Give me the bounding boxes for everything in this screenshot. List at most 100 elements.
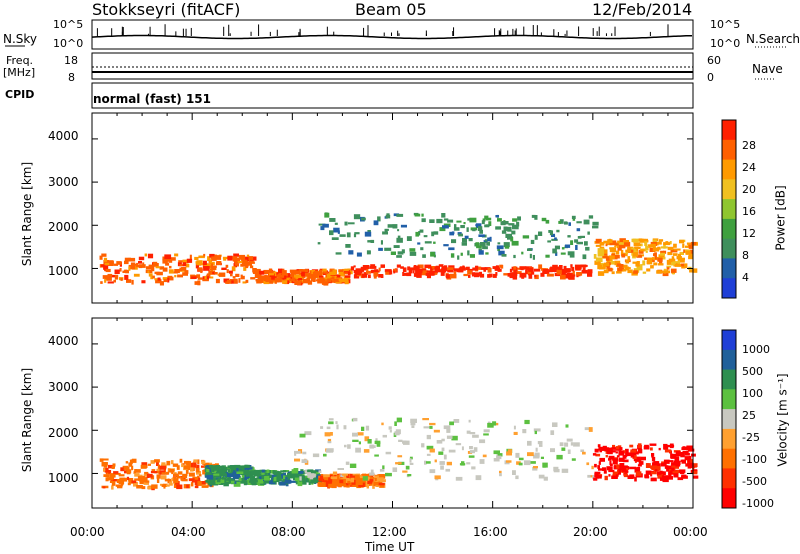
echo-cell bbox=[608, 267, 613, 272]
echo-cell bbox=[380, 264, 385, 268]
echo-cell bbox=[327, 474, 333, 478]
echo-cell bbox=[485, 217, 492, 221]
echo-cell bbox=[274, 277, 279, 283]
echo-cell bbox=[325, 449, 331, 453]
echo-cell bbox=[350, 266, 355, 271]
echo-cell bbox=[211, 476, 219, 482]
echo-cell bbox=[409, 456, 413, 460]
echo-cell bbox=[443, 244, 449, 247]
echo-cell bbox=[538, 231, 543, 236]
echo-cell bbox=[170, 257, 176, 261]
echo-cell bbox=[199, 481, 206, 485]
echo-cell bbox=[528, 273, 533, 279]
echo-cell bbox=[627, 475, 634, 479]
echo-cell bbox=[636, 265, 643, 271]
echo-cell bbox=[495, 272, 498, 276]
echo-cell bbox=[378, 267, 381, 272]
echo-cell bbox=[188, 472, 195, 477]
echo-cell bbox=[124, 260, 129, 265]
echo-cell bbox=[516, 271, 522, 274]
echo-cell bbox=[500, 221, 506, 226]
echo-cell bbox=[136, 485, 143, 489]
echo-cell bbox=[143, 474, 148, 477]
echo-cell bbox=[290, 274, 294, 278]
echo-cell bbox=[181, 267, 187, 271]
echo-cell bbox=[156, 474, 161, 479]
echo-cell bbox=[682, 243, 685, 248]
status-panel-frame bbox=[91, 52, 694, 80]
echo-cell bbox=[238, 465, 244, 470]
echo-cell bbox=[306, 479, 310, 483]
echo-cell bbox=[667, 444, 675, 448]
echo-cell bbox=[576, 272, 583, 276]
echo-cell bbox=[385, 271, 391, 275]
echo-cell bbox=[367, 274, 371, 279]
echo-cell bbox=[561, 468, 569, 473]
echo-cell bbox=[147, 253, 154, 259]
echo-cell bbox=[276, 471, 282, 474]
echo-cell bbox=[483, 240, 488, 243]
echo-cell bbox=[599, 447, 602, 453]
echo-cell bbox=[309, 270, 313, 276]
nave-label: Nave bbox=[752, 62, 783, 76]
echo-cell bbox=[232, 276, 236, 279]
echo-cell bbox=[686, 445, 694, 451]
echo-cell bbox=[154, 271, 160, 275]
echo-cell bbox=[506, 451, 512, 456]
echo-cell bbox=[313, 274, 318, 278]
echo-cell bbox=[552, 248, 557, 254]
echo-cell bbox=[277, 274, 281, 277]
echo-cell bbox=[306, 472, 311, 475]
echo-cell bbox=[194, 477, 201, 483]
echo-cell bbox=[527, 270, 532, 275]
echo-cell bbox=[388, 426, 392, 430]
echo-cell bbox=[308, 272, 311, 277]
echo-cell bbox=[656, 466, 661, 471]
echo-cell bbox=[233, 278, 238, 284]
echo-cell bbox=[417, 264, 424, 268]
echo-cell bbox=[226, 279, 232, 284]
echo-cell bbox=[215, 465, 221, 469]
echo-cell bbox=[265, 275, 270, 280]
echo-cell bbox=[543, 269, 548, 274]
echo-cell bbox=[120, 483, 123, 487]
echo-cell bbox=[344, 280, 349, 285]
echo-cell bbox=[475, 224, 480, 227]
echo-cell bbox=[301, 269, 309, 272]
echo-cell bbox=[271, 275, 277, 280]
echo-cell bbox=[617, 247, 622, 251]
echo-cell bbox=[414, 274, 418, 277]
echo-cell bbox=[205, 465, 209, 468]
echo-cell bbox=[365, 425, 370, 431]
echo-cell bbox=[329, 230, 334, 236]
echo-cell bbox=[680, 459, 685, 462]
echo-cell bbox=[373, 273, 377, 279]
echo-cell bbox=[481, 220, 485, 225]
echo-cell bbox=[144, 253, 148, 257]
echo-cell bbox=[365, 473, 371, 477]
velocity-ytick: 2000 bbox=[48, 426, 79, 440]
echo-cell bbox=[154, 459, 160, 463]
echo-cell bbox=[127, 482, 131, 486]
echo-cell bbox=[659, 477, 663, 481]
colorbar-swatch bbox=[722, 488, 736, 509]
echo-cell bbox=[673, 248, 681, 251]
echo-cell bbox=[652, 462, 655, 467]
echo-cell bbox=[540, 272, 545, 277]
echo-cell bbox=[467, 270, 472, 275]
echo-cell bbox=[128, 257, 136, 262]
echo-cell bbox=[355, 447, 361, 453]
echo-cell bbox=[564, 442, 569, 447]
echo-cell bbox=[256, 280, 262, 284]
echo-cell bbox=[609, 460, 612, 465]
echo-cell bbox=[193, 459, 198, 463]
echo-cell bbox=[547, 240, 551, 243]
echo-cell bbox=[233, 257, 236, 262]
echo-cell bbox=[252, 268, 257, 273]
echo-cell bbox=[139, 264, 146, 268]
echo-cell bbox=[268, 480, 276, 485]
echo-cell bbox=[138, 256, 145, 261]
echo-cell bbox=[453, 419, 460, 423]
echo-cell bbox=[218, 272, 226, 277]
echo-cell bbox=[231, 480, 235, 484]
